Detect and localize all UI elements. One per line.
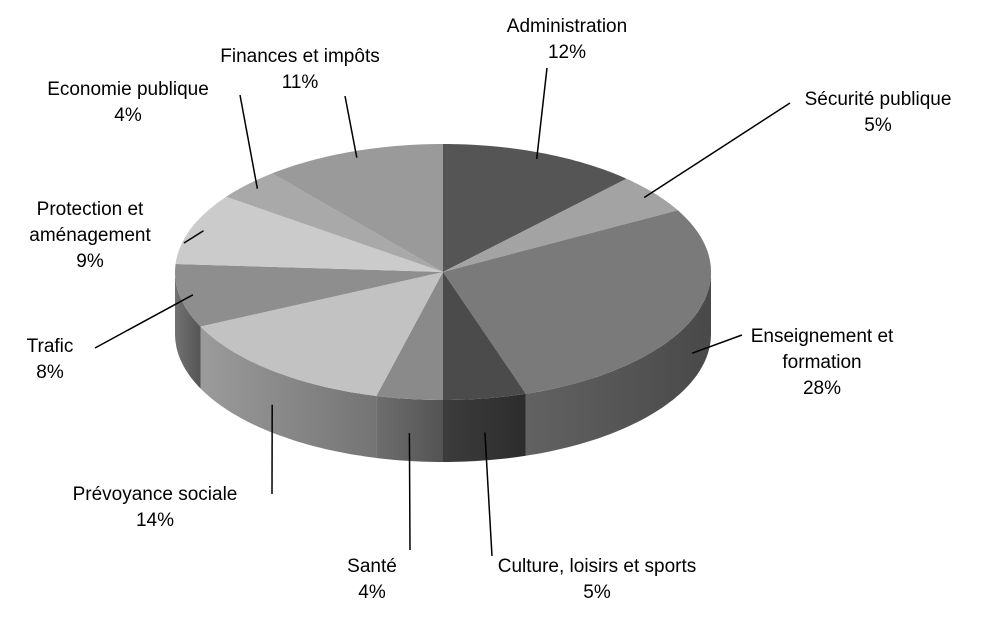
slice-label: Trafic 8% bbox=[0, 334, 100, 386]
value-label: 9% bbox=[76, 251, 104, 272]
slice-side bbox=[443, 393, 526, 462]
slice bbox=[376, 272, 443, 400]
value-label: 8% bbox=[36, 362, 64, 383]
slice bbox=[175, 196, 443, 272]
category-label: Culture, loisirs et sports bbox=[497, 556, 697, 577]
leader-line bbox=[484, 432, 493, 557]
category-label: Administration bbox=[506, 16, 628, 37]
leader-line bbox=[94, 294, 194, 349]
value-label: 5% bbox=[583, 582, 611, 603]
value-label: 4% bbox=[358, 582, 386, 603]
category-label: Enseignement et formation bbox=[750, 326, 894, 373]
leader-line bbox=[183, 230, 204, 244]
value-label: 11% bbox=[281, 72, 319, 93]
category-label: Finances et impôts bbox=[220, 46, 380, 67]
slice bbox=[272, 144, 443, 272]
slice-label: Administration 12% bbox=[457, 14, 677, 66]
slice-side bbox=[200, 326, 377, 458]
value-label: 4% bbox=[114, 105, 142, 126]
leader-line bbox=[643, 102, 791, 199]
slice-label: Economie publique 4% bbox=[8, 77, 248, 129]
slice bbox=[443, 210, 711, 394]
slice bbox=[226, 173, 443, 272]
slice-label: Sécurité publique 5% bbox=[768, 87, 988, 139]
leader-line bbox=[408, 433, 411, 551]
category-label: Prévoyance sociale bbox=[72, 484, 238, 505]
category-label: Economie publique bbox=[47, 79, 209, 100]
slice-label: Enseignement et formation 28% bbox=[737, 324, 907, 402]
category-label: Protection et aménagement bbox=[29, 199, 151, 246]
value-label: 5% bbox=[864, 115, 892, 136]
value-label: 12% bbox=[547, 42, 587, 63]
slice-label: Prévoyance sociale 14% bbox=[45, 482, 265, 534]
category-label: Sécurité publique bbox=[804, 89, 952, 110]
value-label: 14% bbox=[135, 510, 175, 531]
slice-side bbox=[376, 396, 443, 462]
slice-side bbox=[525, 272, 711, 456]
slice bbox=[443, 178, 678, 272]
slice bbox=[175, 264, 443, 327]
slice bbox=[443, 272, 526, 400]
category-label: Trafic bbox=[26, 336, 74, 357]
value-label: 28% bbox=[802, 378, 842, 399]
slice-label: Finances et impôts 11% bbox=[185, 44, 415, 96]
leader-line bbox=[691, 334, 743, 354]
leader-line bbox=[535, 67, 548, 159]
category-label: Santé bbox=[347, 556, 397, 577]
leader-line bbox=[239, 94, 259, 189]
slice bbox=[443, 144, 627, 272]
slice-label: Santé 4% bbox=[322, 554, 422, 606]
slice-label: Culture, loisirs et sports 5% bbox=[497, 554, 697, 606]
slice bbox=[200, 272, 443, 396]
slice-label: Protection et aménagement 9% bbox=[5, 197, 175, 275]
leader-line bbox=[344, 95, 358, 158]
